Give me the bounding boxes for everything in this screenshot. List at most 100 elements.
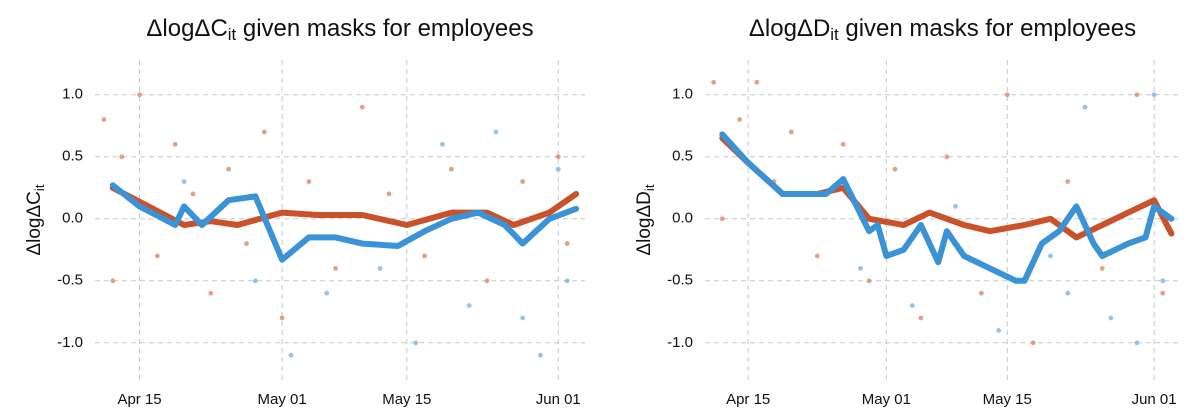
line-series (109, 182, 580, 263)
scatter-point (892, 166, 898, 172)
x-tick-label: May 15 (382, 391, 431, 408)
x-tick-label: May 01 (257, 391, 306, 408)
y-tick-label: -1.0 (667, 334, 693, 351)
y-label-part: it (642, 184, 657, 191)
scatter-point (555, 154, 561, 160)
y-tick-label: 0.0 (62, 210, 83, 227)
chart-title: ΔlogΔDit given masks for employees (749, 15, 1136, 44)
scatter-point (137, 92, 142, 98)
scatter-point (154, 253, 160, 259)
scatter-point (1030, 340, 1036, 346)
scatter-point (466, 303, 472, 308)
scatter-point (719, 216, 725, 222)
scatter-point (101, 117, 107, 122)
scatter-point (858, 265, 863, 271)
scatter-point (252, 278, 258, 284)
scatter-point (1004, 92, 1010, 98)
scatter-point (324, 290, 330, 296)
scatter-point (1134, 340, 1140, 346)
scatter-point (866, 278, 872, 284)
x-tick-label: May 15 (983, 391, 1032, 408)
x-tick-label: Jun 01 (536, 391, 581, 408)
scatter-point (1065, 179, 1071, 184)
scatter-point (306, 179, 312, 184)
scatter-point (413, 340, 419, 346)
scatter-point (944, 154, 950, 160)
scatter-point (788, 129, 794, 135)
scatter-point (1160, 278, 1166, 284)
scatter-point (279, 315, 285, 321)
scatter-point (226, 166, 232, 172)
scatter-point (918, 315, 924, 321)
scatter-point (1151, 92, 1157, 98)
scatter-point (1108, 315, 1114, 321)
x-tick-label: Jun 01 (1132, 391, 1177, 408)
scatter-point (754, 79, 760, 85)
scatter-point (386, 191, 392, 197)
scatter-point (909, 303, 915, 308)
scatter-point (208, 290, 214, 296)
y-label-part: ΔlogΔC (24, 191, 45, 255)
y-tick-label: -0.5 (57, 272, 83, 289)
scatter-point (1134, 92, 1140, 98)
y-tick-label: 0.5 (62, 148, 83, 165)
y-axis-label: ΔlogΔCit (24, 184, 47, 255)
line-series (719, 135, 1175, 241)
title-part: ΔlogΔC (146, 15, 227, 42)
scatter-point (484, 278, 490, 284)
title-part: it (830, 25, 839, 44)
scatter-point (1065, 290, 1071, 296)
scatter-point (555, 166, 561, 172)
title-part: it (228, 25, 237, 44)
y-axis-label: ΔlogΔDit (634, 184, 657, 255)
scatter-point (978, 290, 984, 296)
scatter-point (288, 352, 294, 358)
scatter-point (1082, 104, 1088, 110)
scatter-point (996, 327, 1002, 333)
scatter-point (564, 278, 570, 284)
line-series (109, 184, 580, 228)
title-part: ΔlogΔD (749, 15, 830, 42)
scatter-point (181, 179, 187, 184)
chart-title: ΔlogΔCit given masks for employees (146, 15, 533, 44)
title-part: given masks for employees (236, 15, 533, 42)
y-label-part: it (32, 184, 47, 191)
scatter-point (422, 253, 428, 259)
x-tick-label: Apr 15 (117, 391, 161, 408)
scatter-point (244, 241, 249, 246)
scatter-point (520, 179, 526, 184)
y-tick-label: 1.0 (62, 86, 83, 103)
scatter-point (359, 104, 365, 110)
scatter-point (840, 141, 846, 147)
scatter-point (1160, 290, 1166, 296)
scatter-point (737, 117, 742, 122)
scatter-point (1048, 253, 1053, 259)
scatter-point (538, 352, 543, 358)
scatter-point (119, 154, 125, 160)
scatter-point (520, 315, 526, 321)
scatter-point (261, 129, 267, 135)
scatter-point (493, 129, 499, 135)
y-tick-label: -1.0 (57, 334, 83, 351)
scatter-point (1099, 265, 1105, 271)
scatter-point (333, 265, 338, 271)
y-tick-label: 0.5 (672, 148, 693, 165)
scatter-point (377, 265, 383, 271)
scatter-point (172, 141, 178, 147)
scatter-point (564, 241, 570, 246)
scatter-point (814, 253, 820, 259)
scatter-point (448, 166, 454, 172)
scatter-point (190, 191, 196, 197)
scatter-point (110, 278, 116, 284)
line-series (719, 131, 1175, 284)
scatter-point (440, 141, 445, 147)
scatter-point (711, 79, 717, 85)
y-tick-label: -0.5 (667, 272, 693, 289)
title-part: given masks for employees (839, 15, 1136, 42)
scatter-point (953, 203, 958, 209)
y-tick-label: 0.0 (672, 210, 693, 227)
y-tick-label: 1.0 (672, 86, 693, 103)
x-tick-label: May 01 (862, 391, 911, 408)
